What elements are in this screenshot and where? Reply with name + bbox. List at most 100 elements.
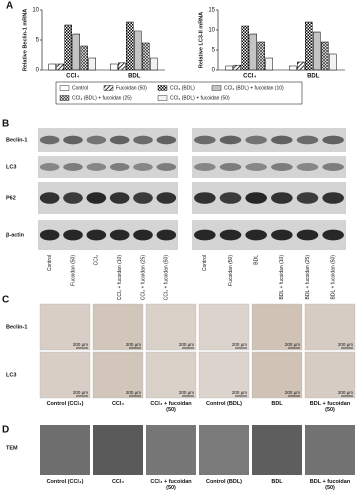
blot-band <box>86 229 107 241</box>
blot-band <box>39 135 60 145</box>
panel-label: C <box>2 295 9 306</box>
tem-image <box>305 425 355 475</box>
lane-label: BDL + fucoidan (50) <box>330 255 336 300</box>
histology-image <box>251 351 303 399</box>
blot-band <box>63 135 83 145</box>
blot-band <box>156 229 177 241</box>
bar <box>64 24 72 71</box>
blot-band <box>39 229 60 241</box>
blot-band <box>194 163 216 171</box>
y-tick-label: 5 <box>36 38 40 44</box>
blot-band <box>271 192 293 204</box>
histology-row-label: LC3 <box>6 372 16 378</box>
blot-band <box>322 163 344 171</box>
lane-label: CCl₄ <box>94 255 100 265</box>
blot-band <box>156 135 177 145</box>
blot-band <box>219 163 242 171</box>
histology-image <box>198 303 250 351</box>
blot-band <box>245 135 267 145</box>
legend-swatch <box>59 95 70 101</box>
bar <box>289 65 297 71</box>
bar <box>297 61 305 71</box>
bar <box>313 31 321 71</box>
bar <box>110 63 118 71</box>
histology-image <box>92 351 144 399</box>
column-label: CCl₄ + fucoidan (50) <box>150 401 192 413</box>
blot-strip <box>192 156 346 178</box>
lane-label: Control <box>47 255 53 271</box>
legend-swatch <box>103 85 114 91</box>
blot-band <box>109 135 130 145</box>
blot-band <box>39 163 60 171</box>
column-label: BDL + fucoidan (50) <box>309 479 351 491</box>
legend-label: CCl₄ (BDL) + fucoidan (10) <box>224 85 284 91</box>
column-label: CCl₄ + fucoidan (50) <box>150 479 192 491</box>
y-tick-label: 10 <box>32 8 39 14</box>
x-tick-label: BDL <box>128 74 141 80</box>
histology-image <box>304 351 356 399</box>
column-label: BDL <box>271 401 283 407</box>
legend-label: Control <box>72 85 88 91</box>
panel-label: B <box>2 119 9 130</box>
scale-label: 200 μm <box>285 342 300 347</box>
legend-label: CCl₄ (BDL) <box>170 85 195 91</box>
histology-image <box>92 303 144 351</box>
bar <box>241 25 249 71</box>
blot-band <box>133 163 153 171</box>
x-tick-label: CCl₄ <box>243 74 256 80</box>
column-label: CCl₄ <box>111 479 125 485</box>
blot-band <box>322 192 344 204</box>
bar <box>134 30 142 71</box>
bar <box>257 41 265 71</box>
legend-swatch <box>211 85 222 91</box>
blot-strip <box>38 182 178 214</box>
scale-label: 200 μm <box>179 390 194 395</box>
panel-label: D <box>2 425 9 436</box>
blot-row-label: P62 <box>6 195 16 201</box>
blot-band <box>322 229 344 241</box>
y-axis-label: Relative LC3-II mRNA <box>198 12 204 68</box>
blot-strip <box>192 128 346 152</box>
blot-band <box>271 229 293 241</box>
bar <box>80 45 88 71</box>
x-tick-label: BDL <box>307 74 320 80</box>
blot-band <box>109 163 130 171</box>
histology-image <box>39 303 91 351</box>
y-axis-label: Relative Beclin-1 mRNA <box>22 9 28 71</box>
legend-swatch <box>157 95 168 101</box>
blot-band <box>245 192 267 204</box>
scale-label: 200 μm <box>126 390 141 395</box>
bar <box>150 57 158 71</box>
blot-band <box>219 192 242 204</box>
y-tick-label: 0 <box>212 68 216 74</box>
blot-row-label: β-actin <box>6 232 25 238</box>
blot-band <box>86 163 107 171</box>
scale-label: 200 μm <box>232 342 247 347</box>
blot-band <box>194 192 216 204</box>
column-label: BDL + fucoidan (50) <box>309 401 351 413</box>
blot-band <box>194 135 216 145</box>
blot-band <box>86 135 107 145</box>
bar <box>48 63 56 71</box>
histology-image <box>198 351 250 399</box>
histology-image <box>39 351 91 399</box>
bar <box>265 57 273 71</box>
y-tick-label: 15 <box>208 8 215 14</box>
tem-image <box>146 425 196 475</box>
blot-strip <box>38 156 178 178</box>
blot-strip <box>38 220 178 250</box>
bar <box>142 42 150 71</box>
bar <box>72 33 80 71</box>
blot-band <box>109 229 130 241</box>
blot-band <box>296 229 319 241</box>
blot-band <box>271 163 293 171</box>
blot-band <box>63 163 83 171</box>
histology-image <box>145 303 197 351</box>
legend-swatch <box>157 85 168 91</box>
lane-label: CCl₄ + fucoidan (25) <box>140 255 146 301</box>
bar <box>88 57 96 71</box>
blot-band <box>133 229 153 241</box>
tem-image <box>199 425 249 475</box>
bar <box>225 65 233 71</box>
